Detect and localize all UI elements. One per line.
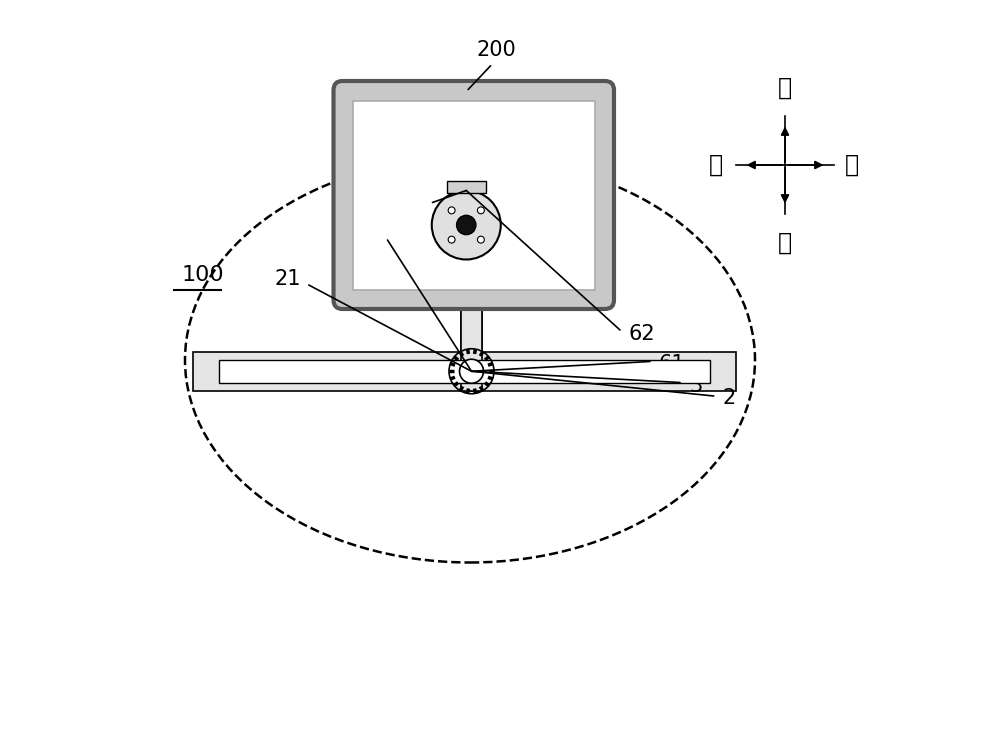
Circle shape	[460, 359, 484, 383]
Text: 左: 左	[709, 153, 723, 177]
Bar	[447, 181, 486, 193]
Text: 右: 右	[845, 153, 859, 177]
Circle shape	[477, 207, 484, 214]
Bar	[461, 187, 482, 391]
Text: 62: 62	[629, 324, 656, 344]
Text: 4: 4	[438, 170, 452, 190]
Text: 21: 21	[275, 269, 302, 289]
Text: 200: 200	[476, 40, 516, 60]
Text: 3: 3	[689, 376, 702, 395]
Text: 61: 61	[659, 355, 686, 374]
Bar	[219, 360, 710, 382]
Text: 上: 上	[778, 76, 792, 100]
Text: 2: 2	[723, 388, 736, 408]
Circle shape	[457, 215, 476, 235]
FancyBboxPatch shape	[353, 100, 594, 290]
Bar	[461, 300, 482, 352]
Circle shape	[477, 236, 484, 243]
Circle shape	[448, 236, 455, 243]
Bar	[192, 352, 736, 391]
Text: 下: 下	[778, 230, 792, 254]
FancyBboxPatch shape	[334, 81, 614, 309]
Text: 1: 1	[362, 211, 375, 231]
Circle shape	[448, 207, 455, 214]
Circle shape	[432, 190, 501, 260]
Text: 100: 100	[181, 265, 224, 285]
